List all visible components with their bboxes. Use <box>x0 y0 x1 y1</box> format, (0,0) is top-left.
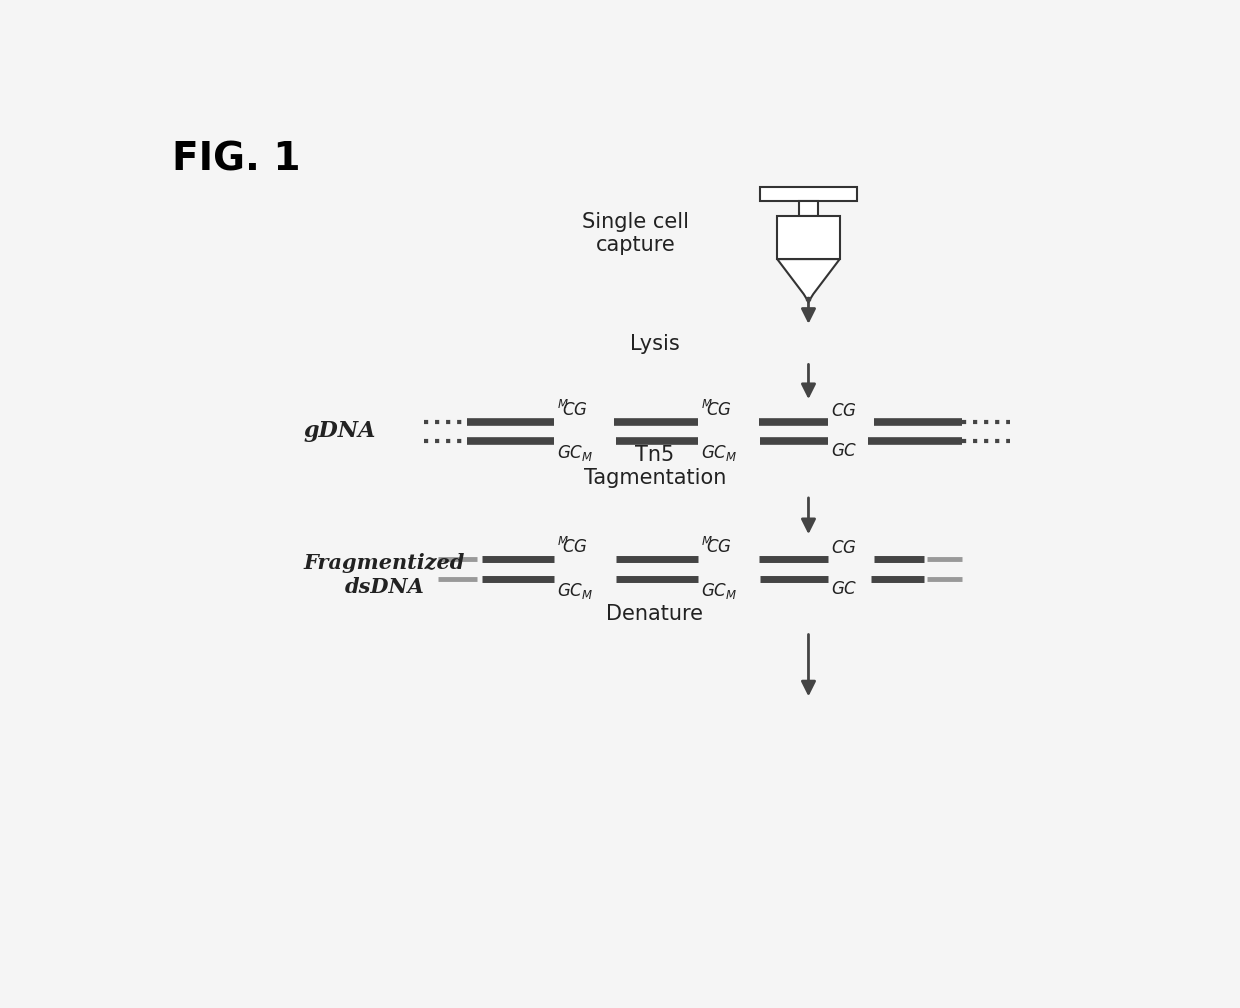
Text: $CG$: $CG$ <box>831 403 857 419</box>
FancyBboxPatch shape <box>799 201 818 217</box>
Text: $CG$: $CG$ <box>831 540 857 557</box>
Text: Lysis: Lysis <box>630 335 680 355</box>
Text: $GC_{M}$: $GC_{M}$ <box>701 582 737 601</box>
Text: $^{M}\!\!CG$: $^{M}\!\!CG$ <box>701 537 732 557</box>
FancyBboxPatch shape <box>760 186 857 201</box>
Text: $^{M}\!\!CG$: $^{M}\!\!CG$ <box>701 400 732 419</box>
Text: $GC$: $GC$ <box>831 444 857 460</box>
Text: $GC_{M}$: $GC_{M}$ <box>557 444 593 463</box>
Text: Single cell
capture: Single cell capture <box>582 212 689 255</box>
Text: FIG. 1: FIG. 1 <box>172 140 301 178</box>
Text: $^{M}\!\!CG$: $^{M}\!\!CG$ <box>557 537 588 557</box>
Text: Denature: Denature <box>606 604 703 624</box>
Text: $^{M}\!\!CG$: $^{M}\!\!CG$ <box>557 400 588 419</box>
Text: $GC_{M}$: $GC_{M}$ <box>557 582 593 601</box>
Polygon shape <box>777 259 839 301</box>
Text: $GC_{M}$: $GC_{M}$ <box>701 444 737 463</box>
Text: gDNA: gDNA <box>304 420 376 443</box>
Text: $GC$: $GC$ <box>831 582 857 598</box>
FancyBboxPatch shape <box>777 217 839 259</box>
Text: Fragmentized
dsDNA: Fragmentized dsDNA <box>304 553 465 597</box>
Text: Tn5
Tagmentation: Tn5 Tagmentation <box>584 445 725 488</box>
